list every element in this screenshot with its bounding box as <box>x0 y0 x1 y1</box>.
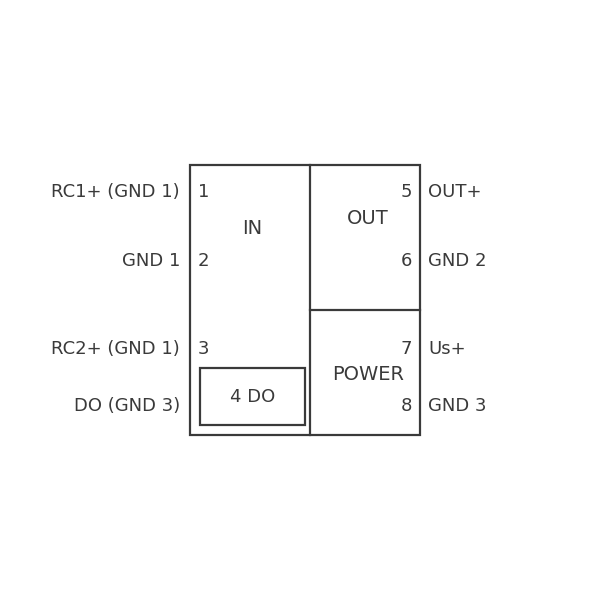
Text: GND 3: GND 3 <box>428 397 487 415</box>
Text: 4 DO: 4 DO <box>230 388 275 406</box>
Text: POWER: POWER <box>332 365 404 385</box>
Text: 1: 1 <box>198 183 209 201</box>
Text: GND 1: GND 1 <box>122 252 180 270</box>
Text: IN: IN <box>242 218 262 238</box>
Text: OUT: OUT <box>347 208 389 227</box>
Bar <box>200 368 305 425</box>
Text: 6: 6 <box>401 252 412 270</box>
Text: Us+: Us+ <box>428 340 466 358</box>
Text: 5: 5 <box>401 183 412 201</box>
Text: OUT+: OUT+ <box>428 183 482 201</box>
Text: 3: 3 <box>198 340 209 358</box>
Text: 7: 7 <box>401 340 412 358</box>
Text: 2: 2 <box>198 252 209 270</box>
Text: RC1+ (GND 1): RC1+ (GND 1) <box>52 183 180 201</box>
Bar <box>190 165 420 435</box>
Text: GND 2: GND 2 <box>428 252 487 270</box>
Text: RC2+ (GND 1): RC2+ (GND 1) <box>51 340 180 358</box>
Text: DO (GND 3): DO (GND 3) <box>74 397 180 415</box>
Text: 8: 8 <box>401 397 412 415</box>
